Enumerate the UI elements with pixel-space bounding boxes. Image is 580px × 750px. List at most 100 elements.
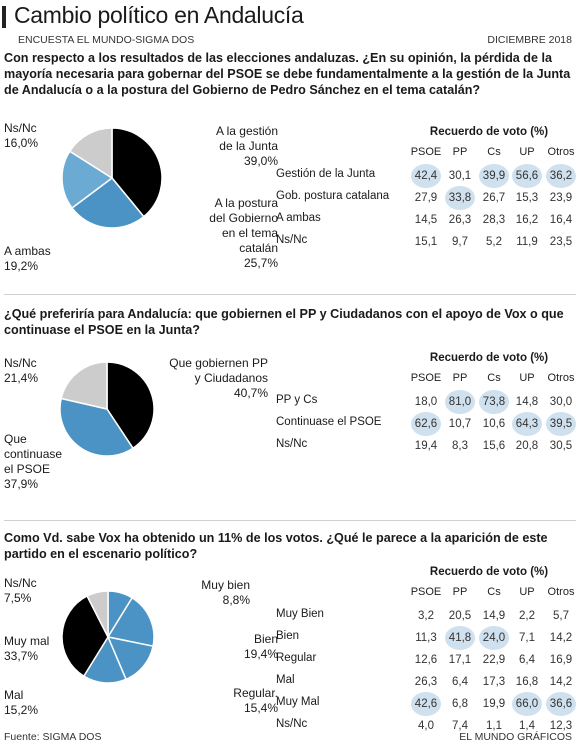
table-cell: 14,2: [549, 676, 573, 688]
table-cell: 6,4: [452, 676, 468, 688]
pie-slice-que-continuase-el-psoe: [59, 397, 134, 457]
table-cell: 18,0: [414, 396, 438, 408]
row-label: Muy Mal: [276, 696, 320, 708]
table-cell: 56,6: [515, 170, 539, 182]
table-cell: 9,7: [452, 236, 468, 248]
column-header-up: UP: [519, 146, 535, 158]
pie2-label-pp-cs: Que gobiernen PP y Ciudadanos 40,7%: [169, 356, 268, 400]
pie3-label-mal: Mal 15,2%: [4, 688, 39, 717]
row-label: Ns/Nc: [276, 438, 308, 450]
table-cell: 23,5: [549, 236, 573, 248]
pie-chart-3: [61, 590, 155, 684]
row-label: Ns/Nc: [276, 234, 308, 246]
table-cell: 1,1: [486, 720, 502, 732]
pie1-label-gestion: A la gestión de la Junta 39,0%: [215, 124, 278, 168]
table-cell: 36,2: [549, 170, 573, 182]
table-cell: 3,2: [418, 610, 434, 622]
column-header-otros: Otros: [547, 146, 575, 158]
highlight-circle: [445, 626, 475, 650]
table-cell: 26,3: [448, 214, 472, 226]
table-cell: 20,8: [515, 440, 539, 452]
table-cell: 42,6: [414, 698, 438, 710]
table-title: Recuerdo de voto (%): [429, 126, 549, 138]
pie1-label-ambas: A ambas 19,2%: [4, 244, 51, 273]
table-cell: 16,9: [549, 654, 573, 666]
column-header-cs: Cs: [487, 146, 501, 158]
column-header-psoe: PSOE: [410, 372, 442, 384]
pie-chart-2: [59, 361, 155, 457]
table-cell: 14,8: [515, 396, 539, 408]
table-cell: 16,2: [515, 214, 539, 226]
highlight-circle: [546, 164, 576, 188]
column-header-otros: Otros: [547, 586, 575, 598]
table-cell: 12,3: [549, 720, 573, 732]
table-cell: 11,3: [415, 632, 437, 644]
table-cell: 30,5: [549, 440, 573, 452]
survey-date: DICIEMBRE 2018: [487, 34, 572, 46]
column-header-pp: PP: [452, 586, 468, 598]
row-label: Gob. postura catalana: [276, 190, 390, 202]
highlight-circle: [445, 186, 475, 210]
question-1: Con respecto a los resultados de las ele…: [4, 51, 571, 97]
table-cell: 26,7: [482, 192, 506, 204]
pie-slice-a-la-gestión-de-la-junta: [111, 127, 163, 218]
pie3-label-muy-mal: Muy mal 33,7%: [4, 634, 50, 663]
footer-source: Fuente: SIGMA DOS: [4, 731, 102, 743]
row-label: PP y Cs: [276, 394, 318, 406]
section-divider: [4, 520, 576, 521]
table-title: Recuerdo de voto (%): [429, 352, 549, 364]
table-cell: 2,2: [519, 610, 535, 622]
pie1-label-postura: A la postura del Gobierno en el tema cat…: [209, 196, 278, 270]
highlight-circle: [512, 412, 542, 436]
table-cell: 24,0: [482, 632, 506, 644]
column-header-cs: Cs: [487, 586, 501, 598]
table-cell: 5,7: [553, 610, 569, 622]
pie-slice-a-ambas: [61, 150, 114, 210]
table-cell: 6,4: [519, 654, 535, 666]
pie-slice-bien: [106, 596, 155, 648]
row-label: Mal: [276, 674, 295, 686]
table-cell: 17,1: [448, 654, 472, 666]
table-cell: 15,3: [515, 192, 539, 204]
table-cell: 4,0: [418, 720, 434, 732]
table-cell: 12,6: [414, 654, 438, 666]
table-cell: 62,6: [414, 418, 438, 430]
question-3: Como Vd. sabe Vox ha obtenido un 11% de …: [4, 531, 548, 561]
highlight-circle: [479, 390, 509, 414]
row-label: Ns/Nc: [276, 718, 308, 730]
section-divider: [4, 294, 576, 295]
pie-chart-1: [61, 127, 163, 229]
table-cell: 6,8: [452, 698, 468, 710]
pie3-label-bien: Bien 19,4%: [243, 632, 278, 661]
table-cell: 19,9: [482, 698, 506, 710]
table-cell: 28,3: [482, 214, 506, 226]
pie1-label-nsnc: Ns/Nc 16,0%: [4, 121, 39, 150]
table-cell: 19,4: [414, 440, 438, 452]
table-cell: 39,5: [549, 418, 573, 430]
table-cell: 10,7: [448, 418, 472, 430]
highlight-circle: [411, 412, 441, 436]
page-title: Cambio político en Andalucía: [14, 2, 304, 28]
table-cell: 17,3: [482, 676, 506, 688]
survey-source: ENCUESTA EL MUNDO-SIGMA DOS: [18, 34, 195, 46]
pie-slice-ns-nc: [60, 361, 108, 410]
pie3-label-muy-bien: Muy bien 8,8%: [201, 578, 250, 607]
row-label: Muy Bien: [276, 608, 324, 620]
table-cell: 11,9: [516, 236, 538, 248]
table-cell: 20,5: [448, 610, 472, 622]
table-cell: 14,9: [482, 610, 506, 622]
table-cell: 15,6: [482, 440, 506, 452]
pie3-label-regular: Regular. 15,4%: [233, 686, 278, 715]
pie2-label-nsnc: Ns/Nc 21,4%: [4, 356, 39, 385]
table-cell: 5,2: [486, 236, 502, 248]
table-cell: 7,4: [452, 720, 468, 732]
table-cell: 14,2: [549, 632, 573, 644]
table-cell: 30,0: [549, 396, 573, 408]
table-cell: 16,4: [549, 214, 573, 226]
pie-slice-ns-nc: [86, 590, 109, 638]
table-cell: 23,9: [549, 192, 573, 204]
title-bar: [2, 6, 6, 28]
highlight-circle: [479, 626, 509, 650]
pie3-label-nsnc: Ns/Nc 7,5%: [4, 576, 37, 605]
table-cell: 33,8: [448, 192, 472, 204]
